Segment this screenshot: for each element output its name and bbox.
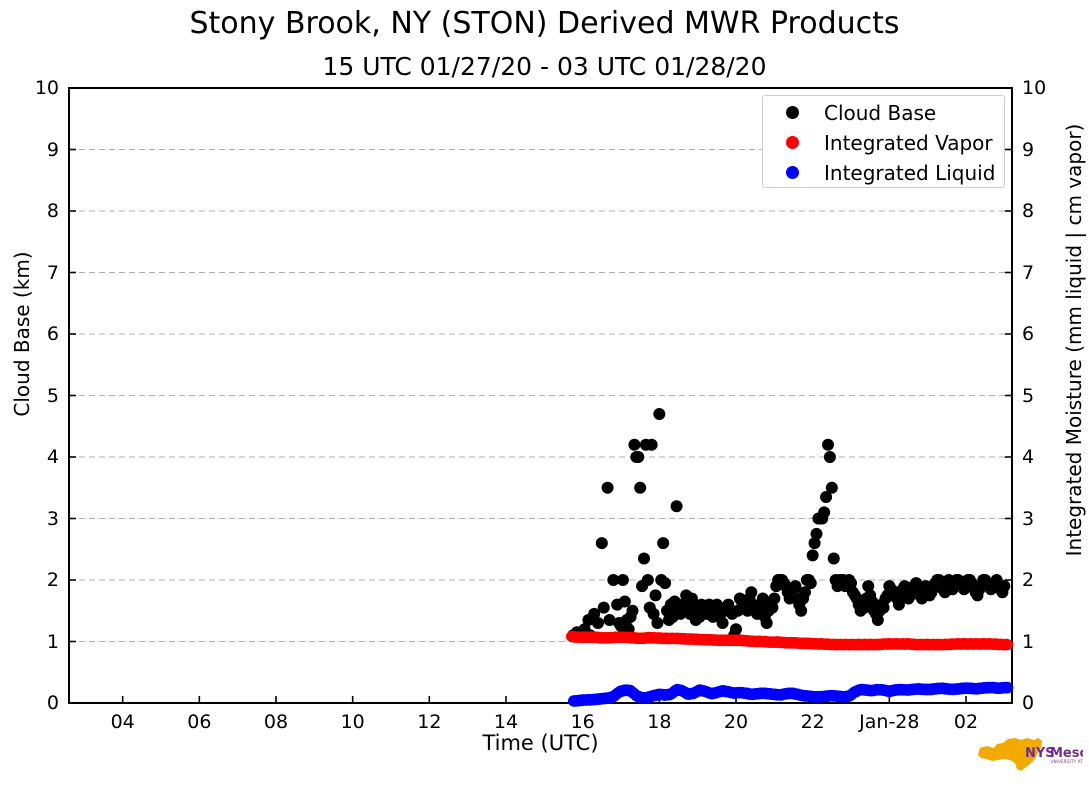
y-tick-label-right: 8 — [1022, 200, 1035, 222]
y-tick-label-right: 9 — [1022, 138, 1035, 161]
legend-item-integrated-liquid[interactable]: Integrated Liquid — [763, 157, 1006, 188]
x-axis-label: Time (UTC) — [482, 731, 599, 755]
y-tick-label-left: 8 — [46, 200, 59, 222]
legend-label-integrated-vapor: Integrated Vapor — [824, 130, 993, 155]
legend-marker-cloud-base — [786, 106, 799, 119]
x-tick-label: 10 — [340, 711, 365, 733]
x-tick-label: 12 — [417, 711, 442, 733]
y-tick-label-left: 6 — [46, 323, 59, 345]
legend-label-cloud-base: Cloud Base — [824, 100, 937, 125]
logo-subtitle-text: UNIVERSITY AT ALBANY — [1051, 759, 1084, 764]
y-tick-label-right: 3 — [1022, 507, 1035, 530]
y-tick-label-left: 5 — [46, 384, 59, 407]
x-tick-label: 08 — [263, 711, 289, 733]
x-tick-label: 20 — [723, 711, 749, 733]
x-tick-label: 04 — [110, 711, 135, 733]
y-tick-label-right: 4 — [1022, 446, 1035, 468]
y-tick-label-right: 5 — [1022, 384, 1035, 407]
y-tick-label-right: 10 — [1022, 77, 1047, 99]
y-tick-label-left: 9 — [46, 138, 59, 161]
chart-legend: Cloud Base Integrated Vapor Integrated L… — [762, 95, 1005, 188]
new-york-state-shape-icon — [978, 738, 1042, 771]
x-tick-label: 02 — [953, 711, 979, 733]
legend-label-integrated-liquid: Integrated Liquid — [824, 160, 996, 185]
x-tick-label: 06 — [187, 711, 212, 733]
logo-nys-text: NYS — [1025, 746, 1055, 761]
legend-item-cloud-base[interactable]: Cloud Base — [763, 97, 1006, 128]
y-tick-label-left: 4 — [46, 446, 59, 468]
logo-mesonet-text: Mesonet — [1050, 746, 1083, 761]
y-tick-label-left: 2 — [46, 569, 59, 591]
x-tick-label: 22 — [800, 711, 825, 733]
chart-subtitle: 15 UTC 01/27/20 - 03 UTC 01/28/20 — [322, 52, 767, 81]
y-tick-label-right: 6 — [1022, 323, 1035, 345]
nys-mesonet-logo: NYS Mesonet UNIVERSITY AT ALBANY — [978, 738, 1084, 771]
y-tick-label-right: 7 — [1022, 261, 1035, 284]
y-tick-label-left: 3 — [46, 507, 59, 530]
x-tick-label: 18 — [647, 711, 672, 733]
y-tick-label-right: 0 — [1022, 692, 1035, 714]
y-tick-label-left: 10 — [34, 77, 59, 99]
y-tick-label-left: 0 — [46, 692, 59, 714]
legend-item-integrated-vapor[interactable]: Integrated Vapor — [763, 127, 1006, 158]
y-tick-label-left: 1 — [46, 630, 59, 653]
x-tick-label: 16 — [570, 711, 595, 733]
x-tick-label: Jan-28 — [859, 711, 920, 733]
x-tick-label: 14 — [493, 711, 519, 733]
legend-marker-integrated-vapor — [786, 136, 799, 149]
chart-title: Stony Brook, NY (STON) Derived MWR Produ… — [189, 6, 900, 41]
y-tick-label-right: 2 — [1022, 569, 1035, 591]
y-tick-label-right: 1 — [1022, 630, 1035, 653]
y-tick-label-left: 7 — [46, 261, 59, 284]
legend-marker-integrated-liquid — [786, 166, 799, 179]
